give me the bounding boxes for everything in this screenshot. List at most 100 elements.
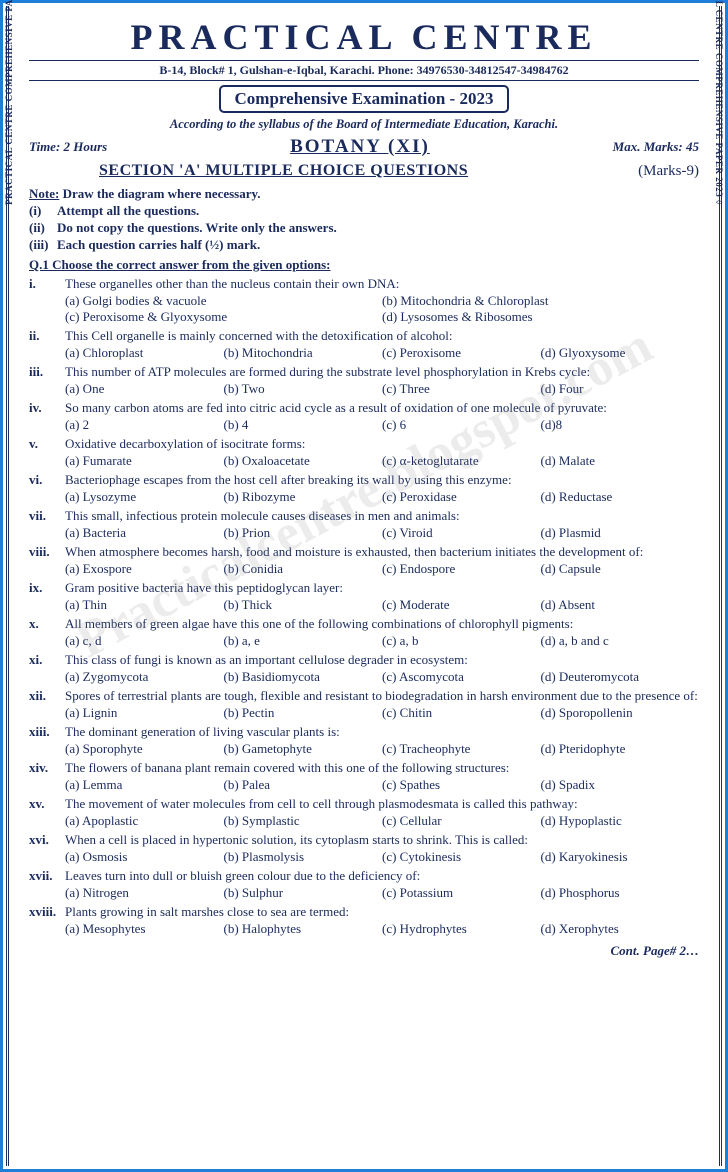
option: (d) Pteridophyte	[541, 741, 700, 757]
question: iii.This number of ATP molecules are for…	[29, 364, 699, 397]
question-text: This number of ATP molecules are formed …	[65, 364, 699, 380]
question-number: xv.	[29, 796, 65, 829]
syllabus-note: According to the syllabus of the Board o…	[29, 117, 699, 132]
question-text: When atmosphere becomes harsh, food and …	[65, 544, 699, 560]
option: (a) Fumarate	[65, 453, 224, 469]
question-number: v.	[29, 436, 65, 469]
question-number: xi.	[29, 652, 65, 685]
instruction-text: Each question carries half (½) mark.	[57, 237, 260, 253]
question-body: This class of fungi is known as an impor…	[65, 652, 699, 685]
option: (b) Plasmolysis	[224, 849, 383, 865]
question-text: Leaves turn into dull or bluish green co…	[65, 868, 699, 884]
option: (c) Moderate	[382, 597, 541, 613]
continue-footer: Cont. Page# 2…	[29, 943, 699, 959]
question-body: Plants growing in salt marshes close to …	[65, 904, 699, 937]
note-block: Note: Draw the diagram where necessary. …	[29, 186, 699, 253]
question-number: xvii.	[29, 868, 65, 901]
question: xv.The movement of water molecules from …	[29, 796, 699, 829]
option: (c) Tracheophyte	[382, 741, 541, 757]
question-text: So many carbon atoms are fed into citric…	[65, 400, 699, 416]
question-body: These organelles other than the nucleus …	[65, 276, 699, 325]
option: (b) Thick	[224, 597, 383, 613]
question-text: The dominant generation of living vascul…	[65, 724, 699, 740]
question-body: Oxidative decarboxylation of isocitrate …	[65, 436, 699, 469]
institute-title: PRACTICAL CENTRE	[29, 16, 699, 58]
option: (a) Osmosis	[65, 849, 224, 865]
question-number: iv.	[29, 400, 65, 433]
question-number: i.	[29, 276, 65, 325]
instruction-num: (i)	[29, 203, 57, 219]
option: (d) Phosphorus	[541, 885, 700, 901]
option: (c) Cytokinesis	[382, 849, 541, 865]
question-number: xiii.	[29, 724, 65, 757]
section-title: SECTION 'A' MULTIPLE CHOICE QUESTIONS	[99, 162, 468, 180]
instruction-row: (iii)Each question carries half (½) mark…	[29, 237, 699, 253]
option: (d)8	[541, 417, 700, 433]
question: xii.Spores of terrestrial plants are tou…	[29, 688, 699, 721]
options-row: (a) Exospore(b) Conidia(c) Endospore(d) …	[65, 561, 699, 577]
option: (b) Two	[224, 381, 383, 397]
question: ix.Gram positive bacteria have this pept…	[29, 580, 699, 613]
options-row: (a) Lysozyme(b) Ribozyme(c) Peroxidase(d…	[65, 489, 699, 505]
option: (c) Chitin	[382, 705, 541, 721]
option: (c) Peroxisome	[382, 345, 541, 361]
inner-frame: Practicalcentre.blogspot.com PRACTICAL C…	[6, 6, 722, 1166]
question-number: iii.	[29, 364, 65, 397]
question-body: The dominant generation of living vascul…	[65, 724, 699, 757]
options-row: (a) Osmosis(b) Plasmolysis(c) Cytokinesi…	[65, 849, 699, 865]
option: (c) α-ketoglutarate	[382, 453, 541, 469]
instruction-num: (iii)	[29, 237, 57, 253]
question: x.All members of green algae have this o…	[29, 616, 699, 649]
option: (b) a, e	[224, 633, 383, 649]
time-label: Time: 2 Hours	[29, 139, 107, 155]
option: (c) Potassium	[382, 885, 541, 901]
question-text: When a cell is placed in hypertonic solu…	[65, 832, 699, 848]
section-marks: (Marks-9)	[638, 163, 699, 180]
option: (d) Absent	[541, 597, 700, 613]
question-text: These organelles other than the nucleus …	[65, 276, 699, 292]
option: (c) Ascomycota	[382, 669, 541, 685]
options-row: (a) Mesophytes(b) Halophytes(c) Hydrophy…	[65, 921, 699, 937]
question-number: x.	[29, 616, 65, 649]
option: (d) Malate	[541, 453, 700, 469]
option: (a) Apoplastic	[65, 813, 224, 829]
options-row: (a) Sporophyte(b) Gametophyte(c) Tracheo…	[65, 741, 699, 757]
question-body: This small, infectious protein molecule …	[65, 508, 699, 541]
option: (b) Mitochondria	[224, 345, 383, 361]
option: (c) Spathes	[382, 777, 541, 793]
question-body: Leaves turn into dull or bluish green co…	[65, 868, 699, 901]
option: (b) Mitochondria & Chloroplast	[382, 293, 699, 309]
note-label: Note:	[29, 186, 59, 201]
question: viii.When atmosphere becomes harsh, food…	[29, 544, 699, 577]
option: (a) Thin	[65, 597, 224, 613]
question-text: This class of fungi is known as an impor…	[65, 652, 699, 668]
options-row: (a) Golgi bodies & vacuole(b) Mitochondr…	[65, 293, 699, 325]
meta-row: Time: 2 Hours BOTANY (XI) Max. Marks: 45	[29, 136, 699, 158]
option: (d) Deuteromycota	[541, 669, 700, 685]
question-text: Plants growing in salt marshes close to …	[65, 904, 699, 920]
question-text: The movement of water molecules from cel…	[65, 796, 699, 812]
option: (c) Peroxisome & Glyoxysome	[65, 309, 382, 325]
option: (b) Gametophyte	[224, 741, 383, 757]
question: xvi.When a cell is placed in hypertonic …	[29, 832, 699, 865]
question-body: When atmosphere becomes harsh, food and …	[65, 544, 699, 577]
option: (a) Lignin	[65, 705, 224, 721]
options-row: (a) One(b) Two(c) Three(d) Four	[65, 381, 699, 397]
option: (c) Cellular	[382, 813, 541, 829]
subject-title: BOTANY (XI)	[290, 136, 430, 158]
option: (d) Glyoxysome	[541, 345, 700, 361]
question-text: The flowers of banana plant remain cover…	[65, 760, 699, 776]
options-row: (a) Zygomycota(b) Basidiomycota(c) Ascom…	[65, 669, 699, 685]
option: (d) Reductase	[541, 489, 700, 505]
question-number: vii.	[29, 508, 65, 541]
outer-frame: PRACTICAL CENTRE COMPREHENSIVE PAPER 202…	[0, 0, 728, 1172]
question-list: i.These organelles other than the nucleu…	[29, 276, 699, 937]
question-text: This Cell organelle is mainly concerned …	[65, 328, 699, 344]
option: (c) Peroxidase	[382, 489, 541, 505]
option: (a) 2	[65, 417, 224, 433]
question-number: ii.	[29, 328, 65, 361]
option: (d) Xerophytes	[541, 921, 700, 937]
question-number: ix.	[29, 580, 65, 613]
question-number: viii.	[29, 544, 65, 577]
option: (c) a, b	[382, 633, 541, 649]
